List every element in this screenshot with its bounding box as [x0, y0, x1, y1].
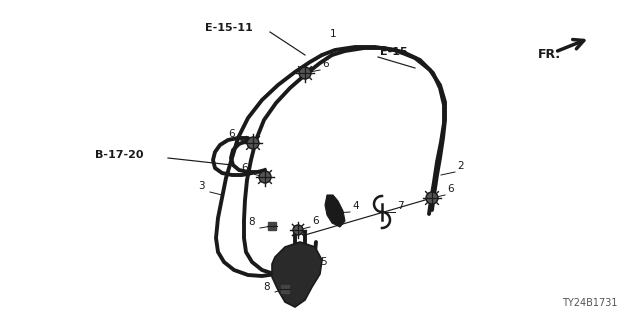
Text: 1: 1: [330, 29, 337, 39]
Circle shape: [299, 67, 311, 79]
Text: 8: 8: [263, 282, 269, 292]
Text: 6: 6: [447, 184, 454, 194]
Text: 2: 2: [457, 161, 463, 171]
Text: 3: 3: [198, 181, 205, 191]
Text: 6: 6: [228, 129, 235, 139]
Text: E-15-11: E-15-11: [205, 23, 253, 33]
Text: B-17-20: B-17-20: [95, 150, 143, 160]
Text: FR.: FR.: [538, 49, 561, 61]
Circle shape: [247, 137, 259, 149]
Circle shape: [259, 171, 271, 183]
Text: 8: 8: [248, 217, 255, 227]
Circle shape: [426, 192, 438, 204]
Circle shape: [293, 225, 303, 235]
Text: E-15: E-15: [380, 47, 408, 57]
Text: 6: 6: [322, 59, 328, 69]
Polygon shape: [272, 242, 322, 307]
Text: 6: 6: [312, 216, 319, 226]
Text: 6: 6: [241, 163, 248, 173]
Text: 7: 7: [397, 201, 404, 211]
Text: TY24B1731: TY24B1731: [563, 298, 618, 308]
Text: 4: 4: [352, 201, 358, 211]
Polygon shape: [325, 195, 345, 227]
Text: 5: 5: [320, 257, 326, 267]
